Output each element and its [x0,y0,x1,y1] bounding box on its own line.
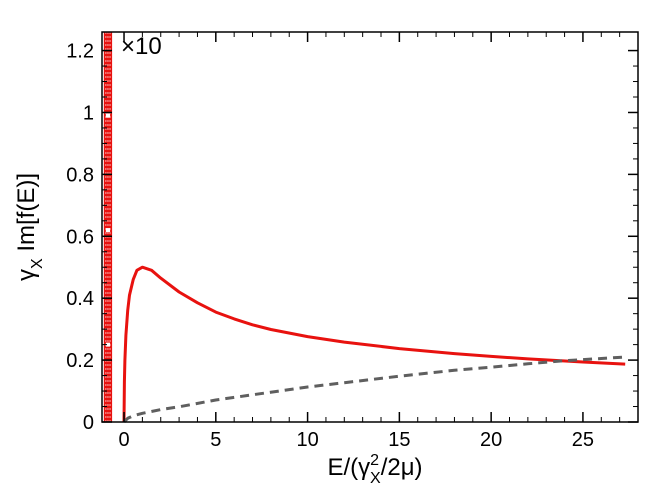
y-tick-label: 1.2 [66,41,94,63]
y-tick-label: 0 [83,412,94,434]
y-axis-title: γX Im[f(E)] [13,173,46,281]
tick-layer: 0 5 10 15 20 25 0 0.2 0.4 0.6 0.8 1 1.2 [66,32,638,451]
inset-bar-mark [105,113,111,118]
x-axis-title-tail: /2μ) [381,454,423,481]
x-axis-title-main: E/(γ [327,454,370,481]
series-line-2 [122,355,626,424]
y-tick-label: 0.6 [66,226,94,248]
x-axis-title-sub: X [370,470,381,487]
plot-frame [101,31,639,423]
x-tick-label: 5 [210,429,221,451]
series-line-1 [122,265,626,423]
y-tick-label: 0.4 [66,288,94,310]
x-tick-label: 15 [388,429,410,451]
inset-bar [103,32,113,422]
x-axis-title-sup: 2 [370,452,379,469]
y-tick-label: 0.8 [66,164,94,186]
x-tick-label: 10 [296,429,318,451]
inset-bar-mark [105,228,111,233]
x-tick-label: 0 [118,429,129,451]
y-tick-label: 0.2 [66,350,94,372]
plot-layer [103,32,626,424]
annotation-label: ×10 [121,33,162,60]
inset-bar-mark [105,342,111,347]
x-tick-label: 25 [572,429,594,451]
y-axis-title-post: Im[f(E)] [13,173,40,258]
y-axis-title-pre: γ [13,269,40,281]
y-axis-title-sub: X [29,258,46,269]
y-tick-label: 1 [83,102,94,124]
x-axis-title: E/(γ2 X/2μ) [327,452,422,487]
x-tick-label: 20 [480,429,502,451]
